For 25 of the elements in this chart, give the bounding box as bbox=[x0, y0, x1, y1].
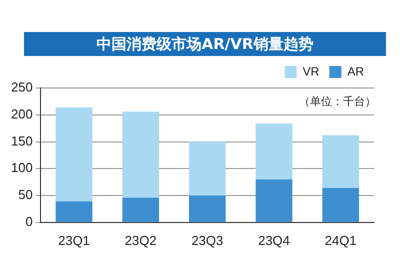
annotation: （单位：千台） bbox=[299, 94, 376, 109]
bar bbox=[256, 179, 292, 222]
x-tick-label: 23Q4 bbox=[258, 232, 290, 248]
y-tick-label: 100 bbox=[10, 160, 33, 176]
y-tick-label: 250 bbox=[10, 80, 33, 95]
y-tick-label: 200 bbox=[10, 106, 33, 122]
bar bbox=[189, 141, 226, 196]
bar bbox=[122, 198, 160, 222]
bar bbox=[189, 196, 226, 222]
x-tick-label: 23Q3 bbox=[191, 232, 224, 248]
legend-label: AR bbox=[347, 64, 364, 78]
bar bbox=[56, 107, 92, 202]
x-tick-label: 23Q2 bbox=[124, 232, 157, 248]
bar bbox=[322, 135, 359, 188]
y-tick-label: 0 bbox=[25, 214, 33, 229]
y-tick-label: 50 bbox=[18, 187, 33, 202]
x-tick-label: 23Q1 bbox=[58, 232, 90, 248]
bar bbox=[322, 188, 359, 222]
bar bbox=[256, 123, 292, 180]
y-tick-label: 150 bbox=[10, 133, 33, 148]
bar bbox=[122, 112, 160, 198]
legend-label: VR bbox=[302, 64, 320, 78]
chart-title: 中国消费级市场AR/VR销量趋势 bbox=[24, 32, 386, 56]
x-tick-label: 24Q1 bbox=[324, 232, 357, 248]
bar bbox=[56, 201, 92, 222]
